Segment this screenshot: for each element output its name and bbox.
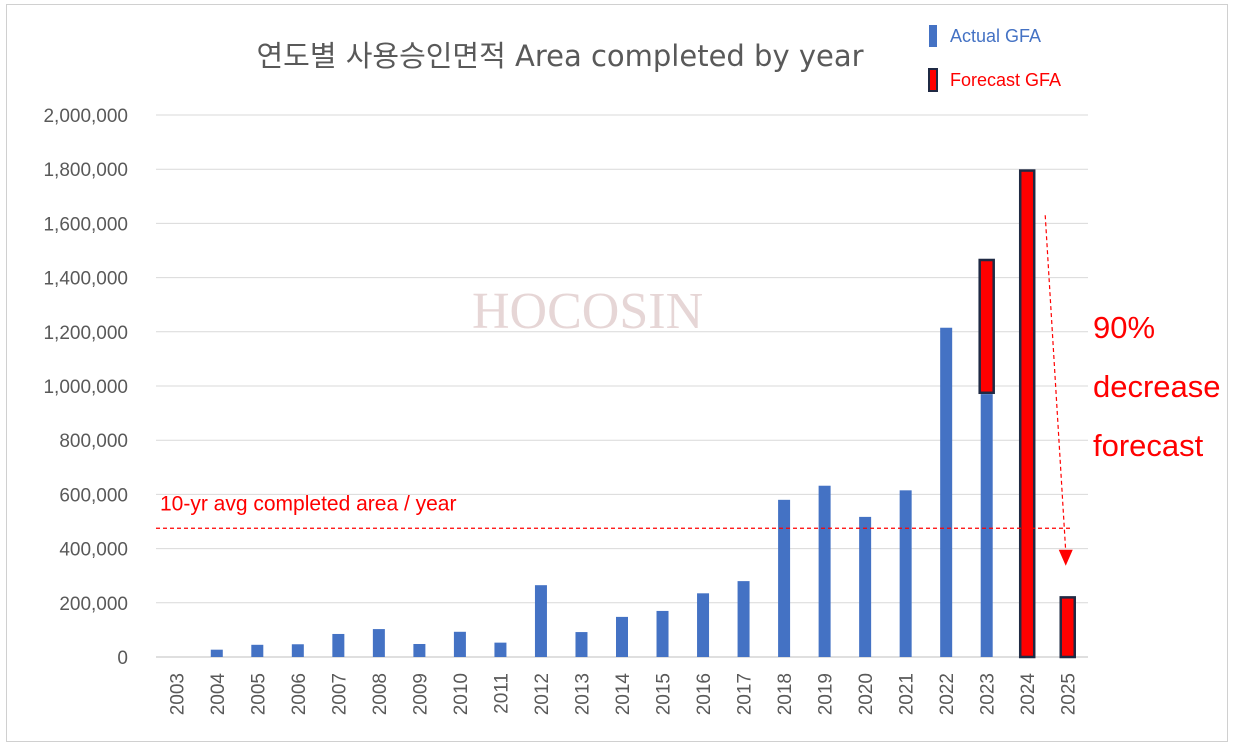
actual-bar — [251, 644, 264, 657]
gridlines — [156, 114, 1088, 658]
y-tick-label: 1,000,000 — [43, 377, 128, 398]
forecast-bar — [978, 258, 995, 395]
x-tick-label: 2018 — [775, 673, 796, 715]
actual-bar — [697, 593, 710, 657]
actual-bar — [616, 616, 628, 657]
y-tick-label: 1,400,000 — [43, 269, 128, 290]
chart-title: 연도별 사용승인면적 Area completed by year — [256, 39, 863, 73]
actual-bar — [413, 643, 426, 657]
actual-bar — [656, 610, 669, 657]
y-tick-label: 400,000 — [59, 540, 128, 561]
x-tick-label: 2017 — [735, 673, 756, 715]
x-tick-label: 2013 — [572, 673, 593, 715]
x-axis-ticks: 2003 2004 2005 2006 2007 2008 2009 2010 2011 2012… — [167, 673, 1079, 716]
x-tick-label: 2016 — [694, 673, 715, 715]
y-axis-ticks: 0 200,000 400,000 600,000 800,000 1,000,000 1,… — [43, 106, 128, 669]
watermark-text: HOCOSIN — [472, 283, 703, 340]
legend-swatch — [929, 25, 937, 47]
legend-label: Actual GFA — [950, 26, 1041, 46]
x-tick-label: 2010 — [451, 673, 472, 715]
actual-bar — [818, 485, 831, 657]
y-tick-label: 0 — [117, 648, 128, 669]
x-tick-label: 2019 — [816, 673, 837, 715]
actual-bar — [859, 516, 872, 657]
actual-bar — [291, 644, 304, 657]
x-tick-label: 2004 — [208, 673, 229, 716]
decrease-annotation-text: decrease — [1093, 369, 1221, 404]
actual-bar — [372, 629, 385, 657]
actual-bar — [494, 642, 507, 657]
actual-bar — [332, 633, 345, 657]
actual-bar — [940, 327, 953, 657]
annotation-group: 90% decrease forecast — [1044, 215, 1221, 566]
x-tick-label: 2005 — [248, 673, 269, 715]
y-tick-label: 600,000 — [59, 485, 128, 506]
x-tick-label: 2014 — [613, 673, 634, 716]
x-tick-label: 2023 — [978, 673, 999, 715]
x-tick-label: 2003 — [167, 673, 188, 715]
decrease-arrow-line — [1044, 215, 1067, 552]
x-tick-label: 2006 — [289, 673, 310, 715]
y-tick-label: 1,600,000 — [43, 214, 128, 235]
decrease-annotation-text: 90% — [1093, 310, 1155, 345]
actual-bar — [899, 490, 912, 657]
legend-label: Forecast GFA — [950, 70, 1061, 90]
y-tick-label: 1,800,000 — [43, 160, 128, 181]
decrease-arrow-head — [1058, 549, 1073, 566]
actual-bar — [737, 581, 750, 657]
x-tick-label: 2015 — [654, 673, 675, 715]
actual-bar — [980, 394, 993, 657]
x-tick-label: 2008 — [370, 673, 391, 715]
decrease-annotation-text: forecast — [1093, 428, 1204, 463]
y-tick-label: 2,000,000 — [43, 106, 128, 127]
x-tick-label: 2022 — [937, 673, 958, 715]
x-tick-label: 2020 — [856, 673, 877, 715]
x-tick-label: 2012 — [532, 673, 553, 715]
y-tick-label: 200,000 — [59, 594, 128, 615]
x-tick-label: 2021 — [897, 673, 918, 715]
forecast-bar — [1059, 596, 1076, 659]
legend-swatch — [928, 68, 938, 92]
x-tick-label: 2007 — [329, 673, 350, 715]
actual-bar — [778, 499, 791, 657]
actual-bar — [453, 631, 466, 657]
reference-line-group: 10-yr avg completed area / year — [156, 492, 1072, 529]
forecast-bar — [1018, 169, 1036, 659]
x-tick-label: 2025 — [1059, 673, 1080, 715]
actual-bar — [575, 632, 588, 657]
x-tick-label: 2009 — [410, 673, 431, 715]
actual-bar — [534, 585, 547, 657]
y-tick-label: 1,200,000 — [43, 323, 128, 344]
x-tick-label: 2011 — [491, 673, 512, 714]
actual-bar — [210, 649, 223, 657]
x-tick-label: 2024 — [1018, 673, 1039, 716]
y-tick-label: 800,000 — [59, 431, 128, 452]
legend: Actual GFA Forecast GFA — [928, 25, 1061, 92]
bars — [210, 169, 1076, 659]
reference-line-label: 10-yr avg completed area / year — [160, 492, 456, 515]
